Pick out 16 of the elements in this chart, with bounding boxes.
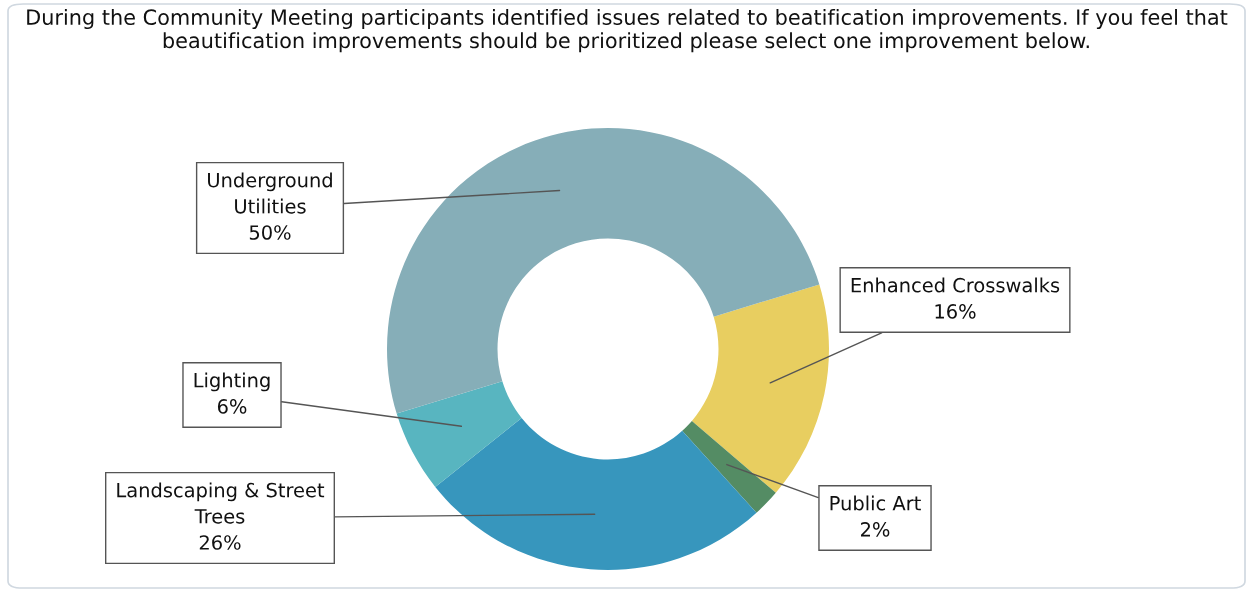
data-label: 26%	[199, 535, 241, 550]
data-label: 16%	[935, 304, 976, 319]
slice-label: Landscaping & Street Trees	[117, 482, 325, 524]
data-label: 2%	[861, 522, 890, 537]
donut-slice	[691, 284, 829, 493]
data-label: 50%	[249, 225, 291, 240]
donut-slice	[435, 417, 757, 570]
donut-slice	[682, 420, 776, 513]
data-label: 6%	[217, 399, 247, 414]
slice-label: Lighting	[194, 372, 270, 392]
donut-slice	[387, 128, 820, 414]
chart-title: During the Community Meeting participants identified issues related to beatification improvements. If you feel that beautification improvements should be prioritized please select one improvement below.	[27, 8, 1228, 53]
slice-label: Underground Utilities	[208, 172, 332, 214]
slice-label: Enhanced Crosswalks	[851, 277, 1060, 293]
slice-label: Public Art	[830, 495, 921, 511]
donut-slice	[396, 381, 522, 487]
